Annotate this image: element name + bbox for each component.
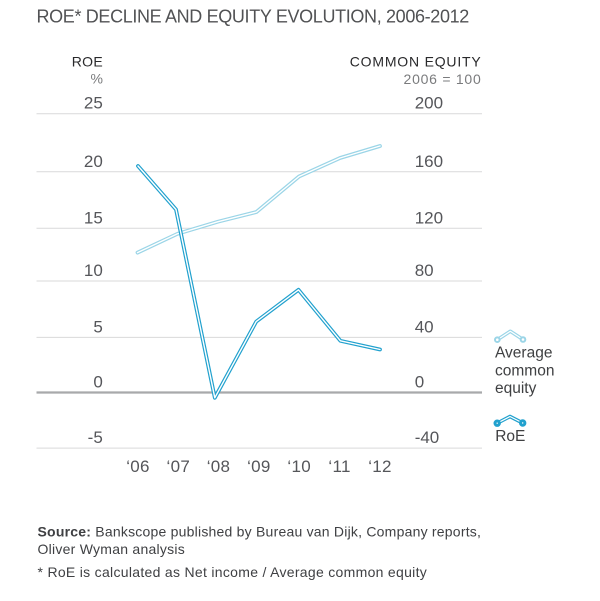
- svg-text:equity: equity: [495, 380, 537, 397]
- svg-text:10: 10: [84, 261, 103, 280]
- svg-text:-40: -40: [415, 428, 440, 447]
- svg-text:RoE: RoE: [495, 428, 525, 445]
- svg-text:%: %: [91, 70, 103, 86]
- svg-text:common: common: [495, 363, 554, 380]
- svg-text:-5: -5: [88, 428, 103, 447]
- svg-text:‘10: ‘10: [287, 457, 311, 476]
- svg-text:‘09: ‘09: [247, 457, 271, 476]
- svg-text:Source: Bankscope published by: Source: Bankscope published by Bureau va…: [38, 523, 482, 539]
- svg-text:‘06: ‘06: [126, 457, 150, 476]
- svg-text:160: 160: [415, 152, 443, 171]
- svg-text:5: 5: [93, 317, 102, 336]
- svg-text:COMMON EQUITY: COMMON EQUITY: [350, 54, 482, 70]
- svg-text:120: 120: [415, 208, 443, 227]
- svg-text:‘08: ‘08: [207, 457, 231, 476]
- svg-text:0: 0: [415, 373, 424, 392]
- svg-text:ROE: ROE: [72, 53, 103, 69]
- svg-text:80: 80: [415, 261, 434, 280]
- svg-text:20: 20: [84, 152, 103, 171]
- svg-text:25: 25: [84, 94, 103, 113]
- svg-text:ROE* DECLINE AND EQUITY EVOLUT: ROE* DECLINE AND EQUITY EVOLUTION, 2006-…: [37, 6, 470, 26]
- svg-text:2006 = 100: 2006 = 100: [404, 71, 482, 87]
- svg-text:Oliver Wyman analysis: Oliver Wyman analysis: [38, 541, 186, 557]
- svg-text:* RoE is calculated as Net inc: * RoE is calculated as Net income / Aver…: [38, 564, 428, 580]
- svg-text:Average: Average: [495, 345, 552, 362]
- svg-text:‘07: ‘07: [167, 457, 191, 476]
- svg-text:‘12: ‘12: [368, 457, 392, 476]
- svg-text:15: 15: [84, 208, 103, 227]
- svg-text:40: 40: [415, 317, 434, 336]
- svg-text:‘11: ‘11: [328, 457, 350, 476]
- svg-text:0: 0: [93, 373, 102, 392]
- svg-text:200: 200: [415, 94, 443, 113]
